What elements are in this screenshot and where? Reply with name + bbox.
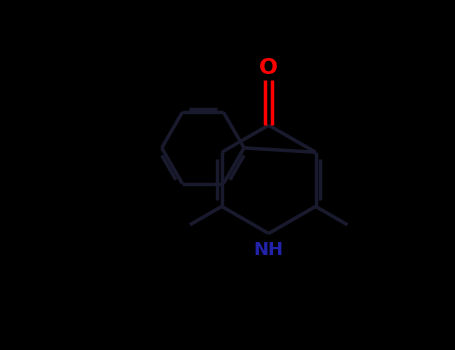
- Text: NH: NH: [254, 241, 283, 259]
- Text: O: O: [259, 57, 278, 77]
